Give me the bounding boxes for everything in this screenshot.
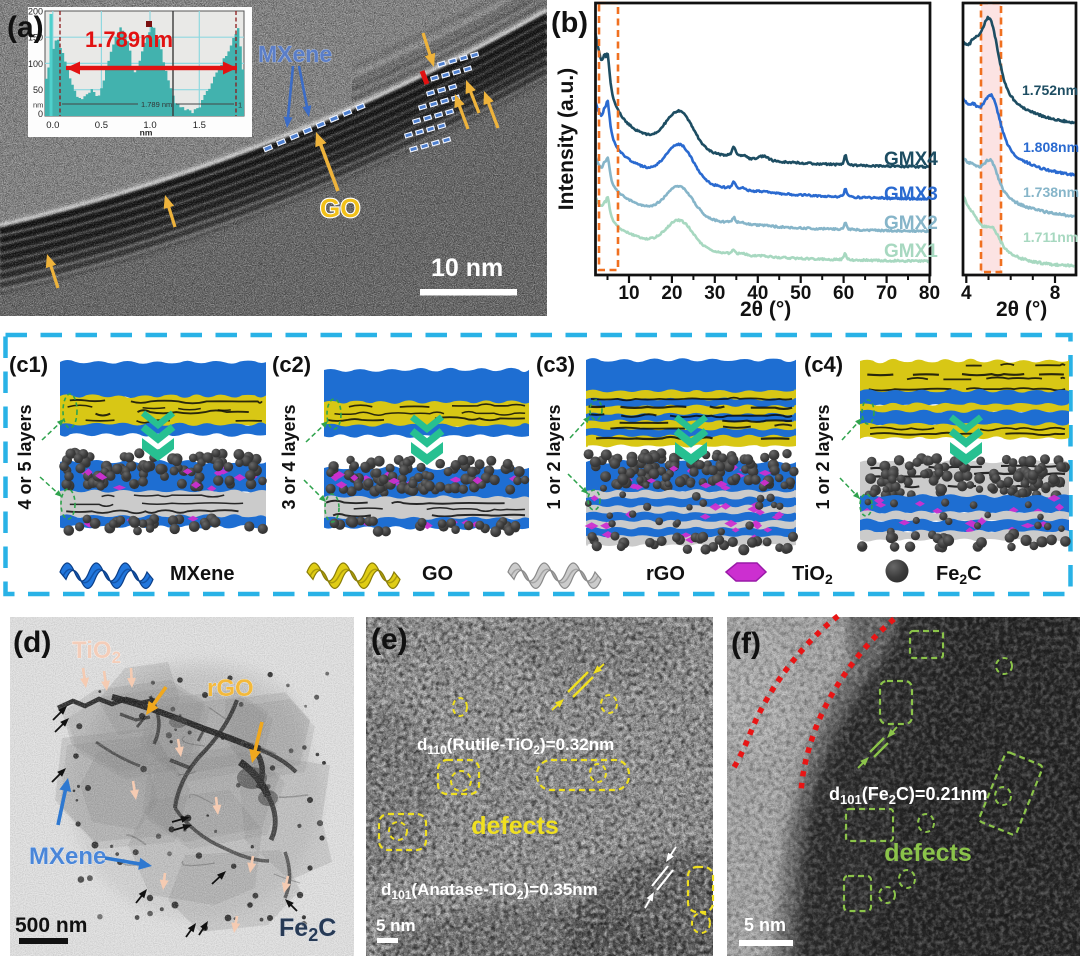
svg-text:1.808nm: 1.808nm — [1023, 139, 1079, 155]
svg-text:0.0: 0.0 — [46, 120, 59, 131]
svg-text:Fe2C: Fe2C — [936, 563, 982, 587]
svg-text:70: 70 — [876, 283, 897, 304]
svg-text:1.0: 1.0 — [143, 120, 156, 131]
svg-text:MXene: MXene — [258, 41, 332, 67]
svg-text:150: 150 — [28, 33, 43, 43]
svg-text:d101(Fe2C)=0.21nm: d101(Fe2C)=0.21nm — [829, 784, 987, 807]
svg-text:5 nm: 5 nm — [744, 915, 786, 935]
svg-text:1.789 nm: 1.789 nm — [141, 100, 172, 109]
svg-text:500 nm: 500 nm — [15, 914, 87, 937]
svg-text:(c2): (c2) — [272, 352, 311, 377]
svg-text:4: 4 — [961, 283, 972, 304]
svg-text:1: 1 — [238, 101, 242, 110]
svg-text:TiO2: TiO2 — [792, 563, 833, 587]
svg-text:100: 100 — [28, 59, 43, 69]
svg-text:10: 10 — [618, 283, 639, 304]
svg-text:MXene: MXene — [29, 843, 106, 870]
svg-text:40: 40 — [747, 283, 768, 304]
svg-text:1.711nm: 1.711nm — [1023, 229, 1078, 245]
svg-text:1.5: 1.5 — [193, 120, 206, 131]
svg-text:3 or 4 layers: 3 or 4 layers — [279, 404, 299, 509]
svg-text:80: 80 — [919, 283, 940, 304]
svg-text:(f): (f) — [731, 627, 761, 660]
svg-text:(c1): (c1) — [9, 352, 48, 377]
svg-text:(c3): (c3) — [536, 352, 575, 377]
svg-text:Fe2C: Fe2C — [279, 914, 336, 945]
svg-text:(e): (e) — [371, 623, 408, 656]
svg-text:(d): (d) — [13, 626, 51, 659]
svg-text:0.5: 0.5 — [95, 120, 108, 131]
svg-text:nm: nm — [140, 128, 153, 138]
svg-text:2θ (°): 2θ (°) — [996, 298, 1047, 321]
svg-text:d110(Rutile-TiO2)=0.32nm: d110(Rutile-TiO2)=0.32nm — [417, 735, 614, 757]
svg-text:8: 8 — [1050, 283, 1061, 304]
svg-text:50: 50 — [790, 283, 811, 304]
svg-text:GMX4: GMX4 — [884, 149, 938, 170]
svg-text:5 nm: 5 nm — [376, 916, 416, 935]
svg-text:60: 60 — [833, 283, 854, 304]
svg-text:GMX2: GMX2 — [884, 213, 938, 234]
svg-text:GMX3: GMX3 — [884, 184, 938, 205]
svg-text:defects: defects — [471, 812, 559, 840]
svg-text:nm: nm — [33, 101, 43, 110]
svg-text:20: 20 — [661, 283, 682, 304]
svg-text:0: 0 — [38, 109, 43, 119]
svg-text:rGO: rGO — [646, 563, 685, 585]
svg-text:rGO: rGO — [207, 675, 254, 702]
svg-text:200: 200 — [28, 7, 43, 17]
svg-text:Intensity (a.u.): Intensity (a.u.) — [555, 68, 578, 210]
svg-text:4 or 5 layers: 4 or 5 layers — [15, 404, 35, 509]
svg-text:d101(Anatase-TiO2)=0.35nm: d101(Anatase-TiO2)=0.35nm — [381, 880, 598, 902]
svg-text:2θ (°): 2θ (°) — [740, 298, 791, 321]
svg-text:30: 30 — [704, 283, 725, 304]
svg-text:(c4): (c4) — [804, 352, 843, 377]
svg-text:(b): (b) — [551, 7, 588, 39]
svg-text:10 nm: 10 nm — [431, 254, 503, 282]
svg-text:GO: GO — [320, 193, 360, 223]
svg-text:1.789nm: 1.789nm — [85, 27, 173, 52]
svg-text:MXene: MXene — [170, 563, 234, 585]
svg-text:(a): (a) — [7, 11, 44, 44]
svg-text:1 or 2 layers: 1 or 2 layers — [813, 404, 833, 509]
svg-text:GO: GO — [422, 563, 453, 585]
svg-text:1 or 2 layers: 1 or 2 layers — [544, 404, 564, 509]
svg-text:1.752nm: 1.752nm — [1022, 82, 1078, 98]
svg-text:defects: defects — [884, 839, 972, 867]
svg-text:1.738nm: 1.738nm — [1023, 184, 1079, 200]
svg-text:GMX1: GMX1 — [884, 241, 938, 262]
svg-text:50: 50 — [33, 85, 43, 95]
